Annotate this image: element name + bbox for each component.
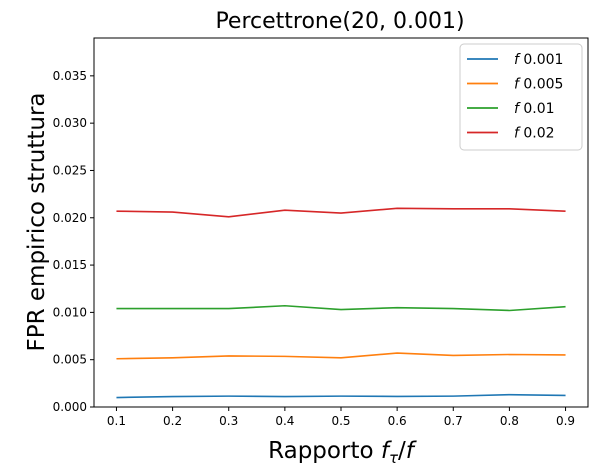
y-tick-label: 0.005 [53,353,87,367]
legend-label-1: f 0.005 [514,77,563,93]
legend-label-0: f 0.001 [514,52,563,68]
y-axis-label: FPR empirico struttura [24,92,50,351]
x-tick-label: 0.4 [275,414,294,428]
y-tick-label: 0.015 [53,258,87,272]
y-tick-label: 0.010 [53,305,87,319]
x-tick-label: 0.8 [500,414,519,428]
x-tick-label: 0.6 [388,414,407,428]
legend: f 0.001 f 0.005 f 0.01 f 0.02 [460,44,582,150]
y-tick-label: 0.025 [53,163,87,177]
y-tick-label: 0.000 [53,400,87,414]
plot-lines [116,208,565,397]
x-axis: 0.1 0.2 0.3 0.4 0.5 0.6 0.7 0.8 0.9 [107,407,575,428]
x-tick-label: 0.3 [219,414,238,428]
series-line-0 [116,395,565,398]
series-line-1 [116,353,565,359]
x-tick-label: 0.5 [331,414,350,428]
chart-title: Percettrone(20, 0.001) [215,9,464,34]
x-tick-label: 0.1 [107,414,126,428]
series-line-2 [116,306,565,311]
y-axis: 0.000 0.005 0.010 0.015 0.020 0.025 0.030 0.035 [53,69,94,414]
y-tick-label: 0.020 [53,211,87,225]
x-tick-label: 0.7 [444,414,463,428]
legend-label-2: f 0.01 [514,101,555,117]
x-tick-label: 0.9 [556,414,575,428]
y-tick-label: 0.035 [53,69,87,83]
series-line-3 [116,208,565,217]
y-tick-label: 0.030 [53,116,87,130]
legend-label-3: f 0.02 [514,126,555,142]
x-axis-label: Rapporto fτ/f [268,438,417,467]
x-tick-label: 0.2 [163,414,182,428]
